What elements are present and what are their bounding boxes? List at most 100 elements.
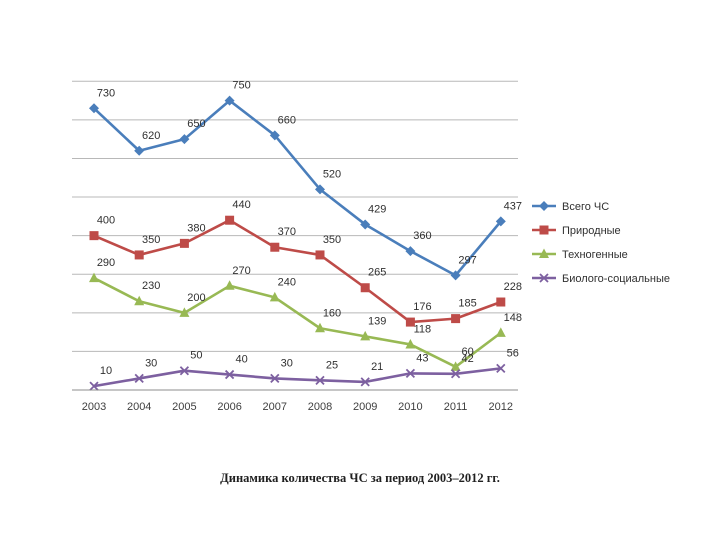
data-label: 429 <box>368 203 386 215</box>
data-label: 660 <box>278 114 296 126</box>
legend-entry: Природные <box>532 225 621 237</box>
data-label: 290 <box>97 257 115 269</box>
data-point <box>89 103 99 114</box>
data-point <box>134 250 144 260</box>
data-point <box>405 246 416 257</box>
x-tick-label: 2004 <box>127 401 151 413</box>
data-label: 370 <box>278 226 296 238</box>
data-label: 25 <box>326 359 338 371</box>
data-label: 185 <box>458 298 476 310</box>
data-point <box>496 363 506 374</box>
data-label: 30 <box>281 357 293 369</box>
data-point <box>89 231 99 241</box>
data-label: 56 <box>507 347 519 359</box>
data-point <box>360 377 370 387</box>
legend-marker <box>539 225 549 235</box>
data-point <box>270 373 280 384</box>
x-tick-label: 2010 <box>398 401 422 413</box>
legend-label: Всего ЧС <box>562 201 609 213</box>
legend-marker <box>539 201 549 211</box>
legend-marker <box>539 273 549 283</box>
data-point <box>360 219 371 230</box>
data-point <box>405 368 416 379</box>
x-tick-label: 2011 <box>444 401 468 413</box>
data-label: 148 <box>504 312 522 324</box>
data-point <box>134 145 145 156</box>
x-tick-label: 2006 <box>217 401 241 413</box>
data-point <box>405 338 416 349</box>
data-point <box>315 375 325 385</box>
series-line <box>93 276 502 369</box>
data-point <box>179 307 190 317</box>
data-point <box>179 366 190 376</box>
data-point <box>496 297 506 307</box>
x-tick-label: 2008 <box>308 401 332 413</box>
data-label: 400 <box>97 215 115 227</box>
data-label: 650 <box>187 118 205 130</box>
series-line <box>93 99 502 277</box>
data-label: 10 <box>100 365 112 377</box>
data-labels: 730 620 650 750 660 520 429 360 297 437 400 350 380 4… <box>97 80 522 378</box>
data-label: 520 <box>323 168 341 180</box>
data-label: 50 <box>190 350 202 362</box>
data-label: 40 <box>235 354 247 366</box>
data-label: 200 <box>187 292 205 304</box>
data-label: 240 <box>278 276 296 288</box>
series-lines <box>93 99 502 388</box>
data-label: 118 <box>414 323 432 335</box>
data-label: 160 <box>323 307 341 319</box>
data-label: 139 <box>368 315 386 327</box>
data-label: 265 <box>368 267 386 279</box>
data-label: 176 <box>413 301 431 313</box>
data-point <box>451 314 461 324</box>
data-label: 43 <box>416 352 428 364</box>
legend-entry: Техногенные <box>532 248 628 261</box>
data-label: 270 <box>232 265 250 277</box>
data-point <box>179 238 189 248</box>
data-point <box>269 130 280 141</box>
data-label: 297 <box>458 254 476 266</box>
data-point <box>495 216 506 227</box>
x-axis: 2003 2004 2005 2006 2007 2008 2009 2010 2011 2012 <box>72 389 518 413</box>
chart-caption: Динамика количества ЧС за период 2003–20… <box>220 471 500 485</box>
data-point <box>315 322 325 333</box>
data-label: 750 <box>232 80 250 92</box>
series-markers <box>89 95 506 391</box>
data-label: 228 <box>504 281 522 293</box>
data-label: 21 <box>371 361 383 373</box>
legend-label: Техногенные <box>562 249 628 261</box>
data-point <box>405 317 415 327</box>
x-tick-label: 2005 <box>172 401 196 413</box>
data-label: 730 <box>97 87 115 99</box>
x-tick-label: 2012 <box>489 401 513 413</box>
data-point <box>315 184 325 195</box>
data-label: 620 <box>142 130 160 142</box>
x-tick-label: 2009 <box>353 401 377 413</box>
series-line <box>93 218 502 324</box>
data-label: 360 <box>413 230 431 242</box>
x-tick-label: 2003 <box>82 401 106 413</box>
data-point <box>360 330 371 341</box>
data-point <box>315 250 325 260</box>
legend-label: Биолого-социальные <box>562 273 670 285</box>
data-label: 30 <box>145 357 157 369</box>
legend-label: Природные <box>562 225 621 237</box>
data-point <box>450 361 461 371</box>
data-point <box>179 134 190 145</box>
data-label: 230 <box>142 280 160 292</box>
data-point <box>224 369 235 380</box>
legend-entry: Биолого-социальные <box>532 273 670 285</box>
data-point <box>89 381 99 391</box>
x-tick-label: 2007 <box>263 401 287 413</box>
data-label: 437 <box>504 200 522 212</box>
data-point <box>134 295 145 306</box>
data-point <box>269 291 280 302</box>
data-label: 350 <box>142 234 160 246</box>
data-point <box>134 373 144 384</box>
data-point <box>360 283 370 293</box>
series-line <box>93 367 501 388</box>
data-point <box>270 242 280 252</box>
data-label: 350 <box>323 234 341 246</box>
data-point <box>225 215 235 225</box>
